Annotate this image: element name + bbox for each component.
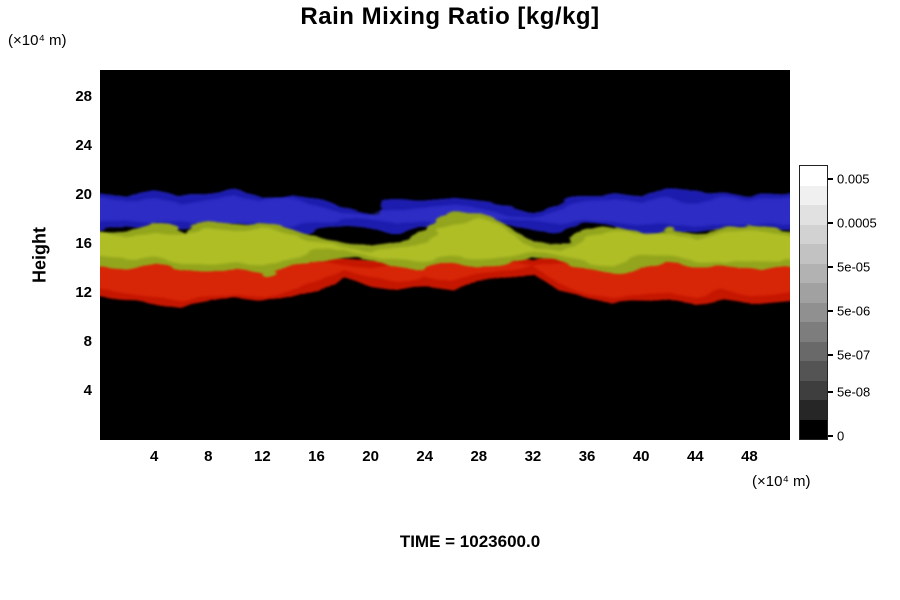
colorbar-tick	[828, 390, 833, 393]
y-tick-label: 20	[75, 185, 92, 203]
colorbar-segment	[800, 302, 827, 322]
plot-area	[100, 70, 790, 440]
colorbar-tick	[828, 309, 833, 312]
y-tick-label: 24	[75, 136, 92, 154]
colorbar-segment	[800, 224, 827, 244]
colorbar-segment	[800, 244, 827, 264]
y-tick-label: 28	[75, 87, 92, 105]
colorbar-tick	[828, 265, 833, 268]
colorbar-segment	[800, 205, 827, 225]
x-tick-label: 36	[578, 448, 596, 465]
colorbar-label: 0.005	[837, 171, 870, 187]
colorbar-segment	[800, 283, 827, 303]
colorbar-tick	[828, 221, 833, 224]
y-axis-label: Height	[29, 227, 50, 283]
band-middle-green-band	[100, 212, 790, 275]
colorbar-segment	[800, 166, 827, 186]
x-tick-label: 44	[686, 448, 704, 465]
x-tick-label: 20	[362, 448, 379, 465]
chart-title: Rain Mixing Ratio [kg/kg]	[300, 3, 600, 30]
x-tick-label: 8	[204, 448, 213, 465]
colorbar-label: 5e-06	[837, 303, 871, 319]
x-tick-label: 16	[308, 448, 325, 465]
x-tick-label: 48	[741, 448, 758, 465]
y-tick-label: 16	[75, 234, 92, 252]
y-tick-label: 12	[75, 283, 92, 301]
colorbar-segment	[800, 419, 827, 439]
colorbar-segment	[800, 263, 827, 283]
x-tick-label: 40	[632, 448, 650, 465]
colorbar-segment	[800, 380, 827, 400]
rain-field-plot	[100, 70, 790, 440]
colorbar-tick	[828, 177, 833, 180]
colorbar-segment	[800, 400, 827, 420]
x-tick-label: 4	[149, 448, 159, 465]
colorbar-label: 5e-05	[837, 259, 871, 275]
colorbar-tick	[828, 434, 833, 437]
colorbar-segment	[800, 341, 827, 361]
colorbar-label: 5e-07	[837, 347, 871, 363]
y-tick-label: 8	[83, 332, 92, 350]
y-tick-label: 4	[83, 381, 92, 399]
colorbar-label: 0	[837, 428, 845, 444]
time-caption: TIME = 1023600.0	[399, 532, 541, 551]
colorbar-label: 5e-08	[837, 384, 871, 400]
x-tick-label: 24	[416, 448, 434, 465]
band-upper-blue-band	[100, 190, 790, 235]
y-axis-unit-label: (×10⁴ m)	[8, 32, 67, 49]
colorbar-segments	[799, 165, 828, 440]
x-tick-label: 28	[470, 448, 488, 465]
colorbar-tick	[828, 353, 833, 356]
colorbar: 0.005 0.0005 5e-05 5e-06 5e-07 5e-08 0	[799, 165, 900, 444]
colorbar-label: 0.0005	[837, 215, 877, 231]
x-tick-label: 12	[254, 448, 271, 465]
colorbar-segment	[800, 185, 827, 205]
colorbar-segment	[800, 361, 827, 381]
x-axis-unit-label: (×10⁴ m)	[752, 473, 811, 490]
colorbar-segment	[800, 322, 827, 342]
x-tick-label: 32	[524, 448, 542, 465]
